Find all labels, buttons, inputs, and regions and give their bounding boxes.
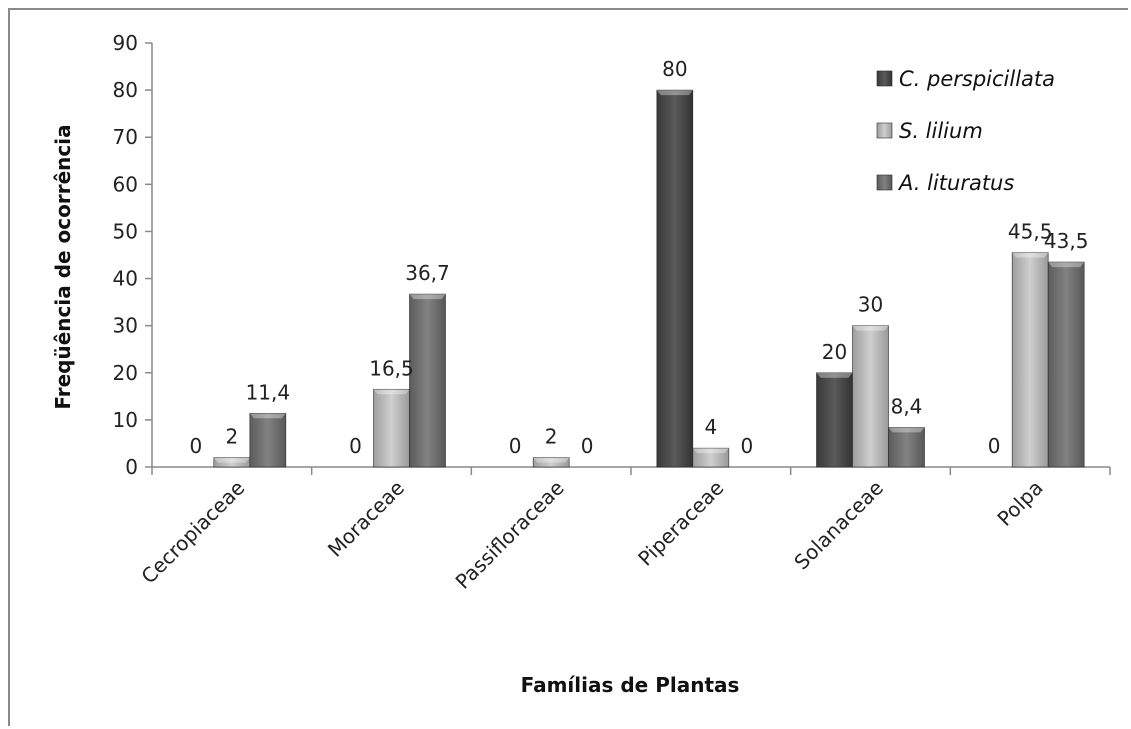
data-label: 20 (822, 340, 847, 364)
data-label: 0 (349, 434, 362, 458)
bar-bevel (888, 427, 925, 433)
bar-bevel (656, 90, 693, 96)
bar-c--perspicillata (816, 372, 853, 468)
data-label: 30 (858, 293, 883, 317)
y-tick-label: 50 (113, 219, 138, 243)
data-label: 16,5 (369, 356, 414, 380)
bars (213, 89, 1085, 468)
data-label: 2 (225, 425, 238, 449)
chart-frame (8, 8, 1128, 726)
data-label: 2 (545, 425, 558, 449)
data-label: 0 (509, 434, 522, 458)
bar-a--lituratus (1047, 261, 1085, 468)
bar-bevel (692, 448, 729, 454)
legend-label: S. lilium (899, 119, 983, 143)
bar-s--lilium (692, 447, 730, 468)
y-tick-label: 60 (113, 172, 138, 196)
bar-a--lituratus (888, 427, 925, 468)
legend: C. perspicillata S. lilium A. lituratus (876, 67, 1055, 195)
bar-s--lilium (1011, 252, 1049, 468)
legend-swatch (876, 70, 893, 87)
data-label: 0 (189, 434, 202, 458)
y-tick-label: 30 (113, 314, 138, 338)
data-label: 11,4 (246, 380, 291, 404)
bar-a--lituratus (409, 293, 446, 468)
x-tick-label: Piperaceae (633, 476, 728, 571)
x-tick-label: Polpa (992, 476, 1047, 531)
y-tick-label: 70 (113, 125, 138, 149)
data-label: 80 (662, 57, 687, 81)
legend-label: A. lituratus (897, 171, 1014, 195)
data-label: 0 (740, 434, 753, 458)
bar-a--lituratus (249, 412, 287, 468)
bar-s--lilium (852, 325, 889, 468)
y-tick-label: 90 (113, 31, 138, 55)
bar-c--perspicillata (656, 89, 694, 468)
data-label: 36,7 (405, 261, 450, 285)
bar-bevel (373, 389, 410, 395)
x-tick-label: Cecropiaceae (136, 476, 249, 589)
data-label: 4 (704, 415, 717, 439)
bar-bevel (249, 413, 286, 419)
bar-bevel (1048, 262, 1085, 268)
y-tick-label: 40 (113, 267, 138, 291)
y-axis-title: Freqüência de ocorrência (51, 124, 75, 409)
bar-bevel (213, 457, 250, 463)
y-tick-label: 0 (125, 455, 138, 479)
data-label: 43,5 (1044, 229, 1089, 253)
y-tick-label: 10 (113, 408, 138, 432)
data-label: 0 (988, 434, 1001, 458)
bar-s--lilium (373, 388, 410, 468)
data-label: 45,5 (1008, 220, 1053, 244)
x-tick-label: Solanaceae (789, 476, 888, 575)
legend-swatch (876, 122, 893, 139)
data-label: 8,4 (891, 394, 923, 418)
y-tick-label: 20 (113, 361, 138, 385)
legend-swatch (876, 174, 893, 191)
bar-bevel (1012, 252, 1049, 258)
data-label: 0 (581, 434, 594, 458)
x-tick-label: Moraceae (323, 476, 409, 562)
bar-bevel (816, 372, 853, 378)
bar-s--lilium (532, 457, 570, 468)
bar-bevel (409, 294, 446, 300)
bar-bevel (533, 457, 570, 463)
x-tick-label: Passifloraceae (451, 476, 569, 594)
legend-label: C. perspicillata (899, 67, 1055, 91)
y-tick-label: 80 (113, 78, 138, 102)
x-axis-title: Famílias de Plantas (521, 673, 740, 697)
bar-bevel (852, 325, 889, 331)
